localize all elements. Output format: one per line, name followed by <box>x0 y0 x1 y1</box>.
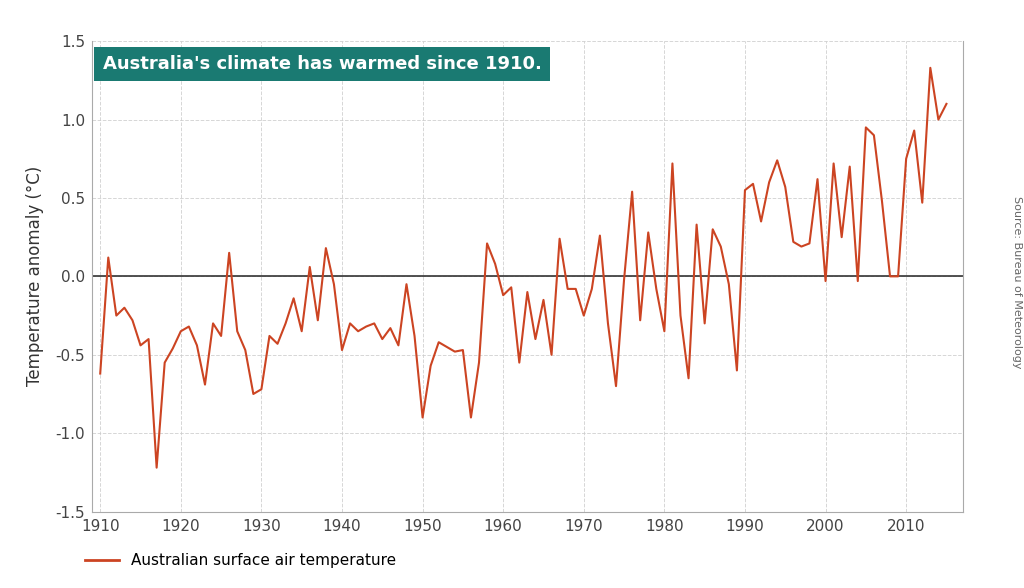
Text: Australia's climate has warmed since 1910.: Australia's climate has warmed since 191… <box>102 55 542 74</box>
Y-axis label: Temperature anomaly (°C): Temperature anomaly (°C) <box>27 166 44 386</box>
Text: Source: Bureau of Meteorology: Source: Bureau of Meteorology <box>1012 196 1022 369</box>
Legend: Australian surface air temperature: Australian surface air temperature <box>79 547 402 574</box>
